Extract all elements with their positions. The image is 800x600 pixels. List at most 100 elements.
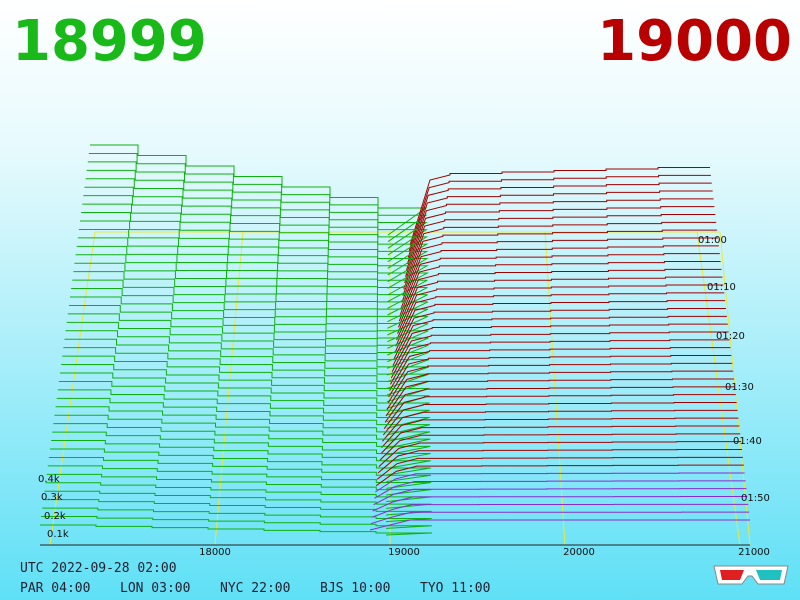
bid-depth-line <box>80 220 430 296</box>
bid-depth-line <box>52 431 431 463</box>
ask-depth-line <box>382 409 738 442</box>
bid-depth-line <box>62 355 430 403</box>
ask-price: 19000 <box>597 9 792 74</box>
ask-depth-line <box>400 245 719 309</box>
ask-depth-line <box>405 206 715 277</box>
ask-depth-line <box>377 449 742 474</box>
ask-depth-line <box>379 433 741 461</box>
depth-tick: 0.3k <box>41 492 63 503</box>
depth-tick: 0.1k <box>47 529 69 540</box>
ask-depth-line <box>395 292 725 347</box>
time-tick: 01:50 <box>741 493 770 504</box>
ask-depth-line <box>371 503 749 518</box>
ask-depth-line <box>386 370 734 410</box>
ask-depth-line <box>370 511 750 525</box>
utc-time: UTC 2022-09-28 02:00 <box>20 561 177 576</box>
ask-depth-line <box>408 174 711 252</box>
bid-depth-line <box>66 321 429 376</box>
bid-depth-line <box>74 262 429 329</box>
bid-depth-line <box>70 296 429 356</box>
ask-depth-line <box>369 519 750 531</box>
bid-depth-line <box>53 423 431 456</box>
ask-depth-line <box>387 362 733 404</box>
ask-depth-line <box>394 300 726 353</box>
bid-depth-line <box>51 440 431 469</box>
city-time: BJS 10:00 <box>320 581 390 596</box>
ask-depth-line <box>406 190 713 265</box>
time-tick: 01:40 <box>733 436 762 447</box>
grid <box>49 231 751 546</box>
bid-depth-line <box>56 397 431 436</box>
bid-depth-line <box>45 482 432 503</box>
bid-depth-line <box>57 389 430 429</box>
city-time: NYC 22:00 <box>220 581 290 596</box>
ask-depth-line <box>375 464 744 487</box>
ask-depth-line <box>409 167 710 246</box>
bid-depth-line <box>76 245 428 316</box>
bid-depth-line <box>54 414 431 449</box>
ask-depth-line <box>397 276 723 334</box>
bid-depth-line <box>87 161 428 249</box>
bid-depth-line <box>72 279 429 343</box>
bid-depth-line <box>73 271 429 336</box>
ask-depth-line <box>388 355 732 398</box>
ask-depth-line <box>403 221 717 290</box>
ask-depth-line <box>390 331 729 379</box>
bid-depth-line <box>61 364 430 409</box>
bid-depth-line <box>86 169 429 256</box>
bid-depth-line <box>77 237 428 309</box>
ask-depth-line <box>385 378 734 417</box>
ask-depth-line <box>372 496 748 512</box>
ask-depth-line <box>396 284 724 341</box>
bid-depth-line <box>88 152 428 243</box>
time-tick: 01:10 <box>707 282 736 293</box>
ask-depth-line <box>376 456 743 480</box>
price-tick: 18000 <box>199 547 231 558</box>
bid-depth-line <box>63 347 430 396</box>
ask-depth-line <box>374 480 746 499</box>
time-tick: 01:30 <box>725 382 754 393</box>
bid-depth-line <box>71 288 429 349</box>
bid-depth-line <box>84 186 429 269</box>
ask-depth-line <box>391 323 728 372</box>
time-tick: 01:20 <box>716 331 745 342</box>
ask-depth-line <box>404 214 716 284</box>
ask-depth-line <box>392 315 727 366</box>
bid-depth-line <box>46 473 432 496</box>
city-time: LON 03:00 <box>120 581 190 596</box>
ask-depth-line <box>399 253 720 315</box>
bid-depth-line <box>78 228 428 303</box>
bid-price: 18999 <box>12 9 207 74</box>
time-tick: 01:00 <box>698 235 727 246</box>
bid-depth-line <box>60 372 430 416</box>
price-tick: 20000 <box>563 547 595 558</box>
city-time: TYO 11:00 <box>420 581 490 596</box>
bid-depth-line <box>65 330 430 383</box>
bid-depth-line <box>64 338 430 389</box>
bid-depth-line <box>83 195 429 276</box>
price-tick: 21000 <box>738 547 770 558</box>
ask-depth-line <box>384 386 735 423</box>
bid-depth-line <box>47 465 432 489</box>
ask-depth-line <box>407 182 712 258</box>
ask-depth-line <box>389 347 731 391</box>
3d-glasses-icon[interactable] <box>713 565 789 585</box>
bid-depth-line <box>42 507 432 523</box>
bid-depth-line <box>67 313 429 369</box>
ask-depth-line <box>378 441 742 468</box>
bid-depth-line <box>50 448 431 476</box>
city-time: PAR 04:00 <box>20 581 90 596</box>
ask-depth-line <box>373 488 747 506</box>
ask-depth-line <box>401 237 718 303</box>
depth-tick: 0.2k <box>44 511 66 522</box>
bid-depth-line <box>81 212 429 289</box>
bid-depth-line <box>55 406 431 443</box>
depth-surface <box>40 144 750 536</box>
bid-depth-line <box>82 203 429 283</box>
ask-depth-line <box>402 229 718 296</box>
bid-depth-line <box>68 304 429 363</box>
bid-depth-line <box>41 516 432 529</box>
bid-depth-line <box>40 524 433 536</box>
ask-depth-line <box>375 472 745 493</box>
